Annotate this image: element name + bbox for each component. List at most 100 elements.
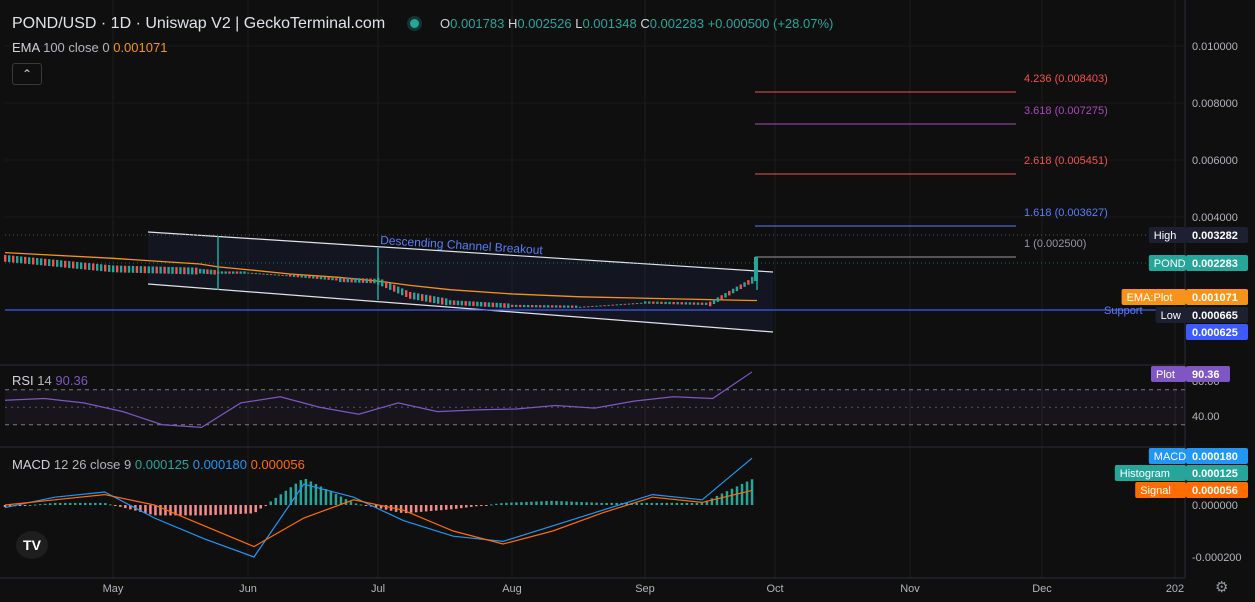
ema-label: EMA bbox=[12, 40, 40, 55]
candle bbox=[487, 302, 491, 307]
candle bbox=[563, 305, 566, 308]
candle bbox=[429, 295, 432, 303]
candle bbox=[119, 265, 123, 273]
status-dot bbox=[410, 19, 419, 28]
ema-legend[interactable]: EMA 100 close 0 0.001071 bbox=[12, 40, 167, 55]
macd-histogram-bar bbox=[284, 490, 288, 505]
ohlc-readout: O0.001783 H0.002526 L0.001348 C0.002283 … bbox=[440, 16, 833, 31]
macd-histogram-bar bbox=[169, 505, 172, 516]
macd-histogram-bar bbox=[560, 501, 563, 505]
tradingview-logo[interactable]: TV bbox=[16, 531, 48, 559]
low-value: 0.001348 bbox=[582, 16, 637, 31]
chart-title: POND/USD · 1D · Uniswap V2 | GeckoTermin… bbox=[12, 15, 386, 32]
candle bbox=[266, 273, 269, 275]
macd-histogram-bar bbox=[500, 503, 503, 505]
time-axis-label: Aug bbox=[502, 583, 522, 595]
candle bbox=[413, 292, 416, 300]
candle bbox=[460, 300, 464, 306]
macd-histogram-bar bbox=[465, 505, 468, 508]
macd-histogram-bar bbox=[475, 505, 478, 507]
candle bbox=[720, 295, 723, 300]
high-value: 0.002526 bbox=[517, 16, 572, 31]
macd-histogram-bar bbox=[585, 502, 588, 505]
macd-histogram-bar bbox=[214, 505, 217, 515]
macd-signal-value: 0.000056 bbox=[250, 457, 305, 472]
candle bbox=[433, 296, 436, 304]
candle bbox=[56, 259, 59, 267]
candle bbox=[76, 261, 79, 269]
macd-histogram-bar bbox=[720, 493, 724, 505]
candle bbox=[20, 256, 23, 264]
macd-histogram-bar bbox=[124, 505, 127, 509]
macd-histogram-bar bbox=[139, 505, 142, 512]
macd-histogram-bar bbox=[58, 502, 62, 505]
macd-histogram-bar bbox=[299, 480, 303, 505]
candle bbox=[72, 261, 75, 269]
macd-histogram-bar bbox=[174, 505, 177, 516]
chevron-up-icon[interactable]: ⌃ bbox=[12, 63, 42, 85]
macd-histogram-bar bbox=[409, 505, 413, 513]
candle bbox=[269, 274, 273, 276]
candle bbox=[36, 258, 39, 265]
rsi-period: 14 bbox=[37, 373, 52, 388]
macd-tag-value-bg bbox=[1186, 465, 1248, 481]
candle bbox=[247, 272, 250, 274]
candle bbox=[135, 266, 139, 273]
macd-tag-value-bg bbox=[1186, 448, 1248, 464]
macd-tag-value: 0.000180 bbox=[1192, 451, 1238, 463]
macd-histogram-bar bbox=[3, 505, 7, 508]
macd-legend[interactable]: MACD 12 26 close 9 0.000125 0.000180 0.0… bbox=[12, 457, 305, 472]
macd-histogram-bar bbox=[379, 505, 383, 509]
macd-histogram-bar bbox=[154, 505, 157, 516]
macd-histogram-bar bbox=[129, 505, 132, 510]
candle bbox=[724, 293, 727, 298]
candle bbox=[472, 301, 475, 307]
rsi-legend[interactable]: RSI 14 90.36 bbox=[12, 373, 88, 388]
macd-histogram-bar bbox=[725, 491, 729, 505]
candle bbox=[684, 302, 688, 305]
candle bbox=[312, 276, 315, 279]
candle bbox=[551, 305, 554, 308]
macd-histogram-bar bbox=[264, 505, 267, 506]
candle bbox=[243, 271, 246, 274]
macd-hist-value: 0.000125 bbox=[134, 457, 190, 472]
macd-histogram-bar bbox=[364, 505, 368, 506]
macd-histogram-bar bbox=[675, 502, 679, 505]
candle bbox=[595, 305, 598, 307]
change-value: +0.000500 (+28.07%) bbox=[707, 16, 834, 31]
rsi-line bbox=[4, 371, 753, 428]
candle bbox=[401, 288, 404, 296]
settings-gear-icon[interactable]: ⚙ bbox=[1215, 579, 1229, 596]
macd-tag-label: MACD bbox=[1154, 451, 1186, 463]
fib-label: 2.618 (0.005451) bbox=[1024, 155, 1108, 167]
close-value: 0.002283 bbox=[649, 16, 704, 31]
candle bbox=[155, 266, 158, 274]
macd-histogram-bar bbox=[550, 500, 553, 505]
macd-histogram-bar bbox=[314, 483, 318, 505]
signal-line bbox=[4, 489, 753, 548]
candle bbox=[385, 281, 388, 289]
macd-tag-value: 0.000125 bbox=[1192, 468, 1238, 480]
macd-histogram-bar bbox=[349, 501, 353, 505]
ema-params: 100 close 0 bbox=[43, 40, 110, 55]
candle bbox=[393, 284, 396, 292]
candle bbox=[112, 265, 115, 273]
candle bbox=[350, 277, 353, 283]
price-tag-label-bg bbox=[1148, 255, 1186, 271]
macd-histogram-bar bbox=[399, 505, 403, 513]
candle bbox=[220, 271, 224, 274]
macd-histogram-bar bbox=[665, 502, 669, 505]
macd-histogram-bar bbox=[43, 503, 47, 505]
candle bbox=[652, 301, 655, 304]
candle bbox=[361, 278, 365, 283]
price-tag-value-bg bbox=[1186, 289, 1248, 305]
macd-params: 12 26 close 9 bbox=[53, 457, 132, 472]
candle bbox=[676, 302, 679, 305]
candle bbox=[531, 305, 534, 308]
candle bbox=[449, 300, 452, 305]
macd-histogram-bar bbox=[8, 505, 12, 507]
macd-histogram-bar bbox=[204, 505, 207, 516]
candle bbox=[202, 269, 205, 274]
macd-histogram-bar bbox=[23, 505, 27, 506]
